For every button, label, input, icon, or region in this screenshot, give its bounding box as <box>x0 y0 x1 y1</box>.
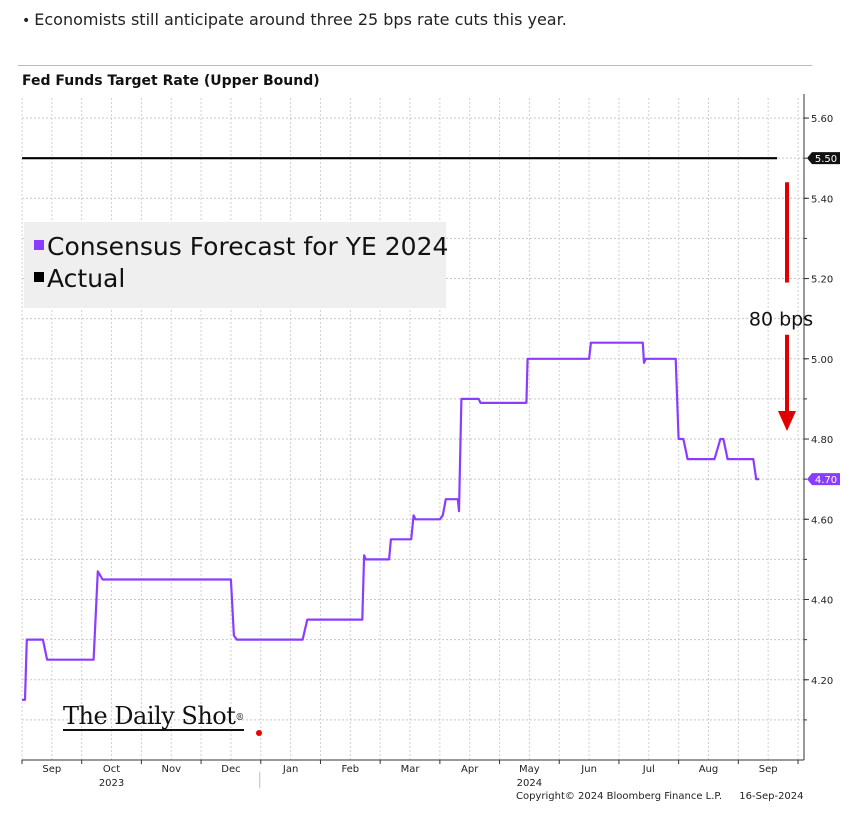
intro-sentence: Economists still anticipate around three… <box>34 10 567 29</box>
legend-label-forecast: Consensus Forecast for YE 2024 <box>47 232 449 261</box>
logo-text: The Daily Shot <box>63 702 236 730</box>
x-tick-label: Jul <box>642 764 655 775</box>
grid-lines <box>21 98 804 760</box>
x-tick-label: Feb <box>341 764 359 775</box>
bullet-icon: • <box>22 13 31 29</box>
x-tick-label: Nov <box>161 764 181 775</box>
x-tick-label: Sep <box>759 764 778 775</box>
x-tick-label: May <box>519 764 540 775</box>
bps-annotation: 80 bps <box>749 182 813 432</box>
logo-dot-icon <box>256 730 262 736</box>
y-tick-label: 4.60 <box>811 515 833 526</box>
x-tick-label: Oct <box>103 764 120 775</box>
legend-swatch-actual <box>34 272 44 282</box>
x-tick-label: Sep <box>42 764 61 775</box>
chart-frame <box>18 65 812 811</box>
x-tick-label: Jun <box>580 764 597 775</box>
value-badges: 5.50 4.70 <box>807 152 840 486</box>
legend-item-actual: Actual <box>34 264 125 293</box>
value-badge-shape <box>807 473 840 486</box>
x-tick-label: Dec <box>221 764 240 775</box>
legend-swatch-forecast <box>34 240 44 250</box>
legend-item-forecast: Consensus Forecast for YE 2024 <box>34 232 448 261</box>
source-date: 16-Sep-2024 <box>739 791 804 802</box>
y-tick-label: 4.80 <box>811 435 833 446</box>
value-badge: 4.70 <box>807 473 840 486</box>
intro-text: • Economists still anticipate around thre… <box>22 10 567 29</box>
x-year-label: 2023 <box>99 778 124 789</box>
x-tick-label: Apr <box>461 764 479 775</box>
copyright-text: Copyright© 2024 Bloomberg Finance L.P. <box>516 791 723 802</box>
y-tick-label: 4.40 <box>811 596 833 607</box>
legend: Consensus Forecast for YE 2024 Actual <box>24 222 448 308</box>
bps-label: 80 bps <box>749 309 813 331</box>
series-lines <box>22 157 778 701</box>
value-badge-shape <box>807 152 840 165</box>
x-year-label: 2024 <box>517 778 542 789</box>
value-badge-label: 4.70 <box>815 475 837 486</box>
registered-mark: ® <box>235 713 244 723</box>
y-tick-label: 5.60 <box>811 114 833 125</box>
source-note: Copyright© 2024 Bloomberg Finance L.P. 1… <box>516 791 804 802</box>
x-tick-label: Jan <box>282 764 298 775</box>
series-line-forecast <box>22 341 760 701</box>
y-tick-label: 5.00 <box>811 355 833 366</box>
legend-label-actual: Actual <box>47 264 126 293</box>
daily-shot-logo: The Daily Shot® <box>63 703 244 731</box>
y-tick-label: 4.20 <box>811 676 833 687</box>
chart-title: Fed Funds Target Rate (Upper Bound) <box>22 73 320 89</box>
arrow-head-icon <box>778 410 796 432</box>
y-tick-label: 5.20 <box>811 275 833 286</box>
value-badge-label: 5.50 <box>815 154 837 165</box>
value-badge: 5.50 <box>807 152 840 165</box>
x-tick-label: Mar <box>401 764 421 775</box>
y-tick-label: 5.40 <box>811 194 833 205</box>
axes: 5.60 5.40 5.20 5.00 4.80 4.60 4.40 4.20 Sep Oct No… <box>21 94 833 789</box>
x-tick-label: Aug <box>699 764 719 775</box>
